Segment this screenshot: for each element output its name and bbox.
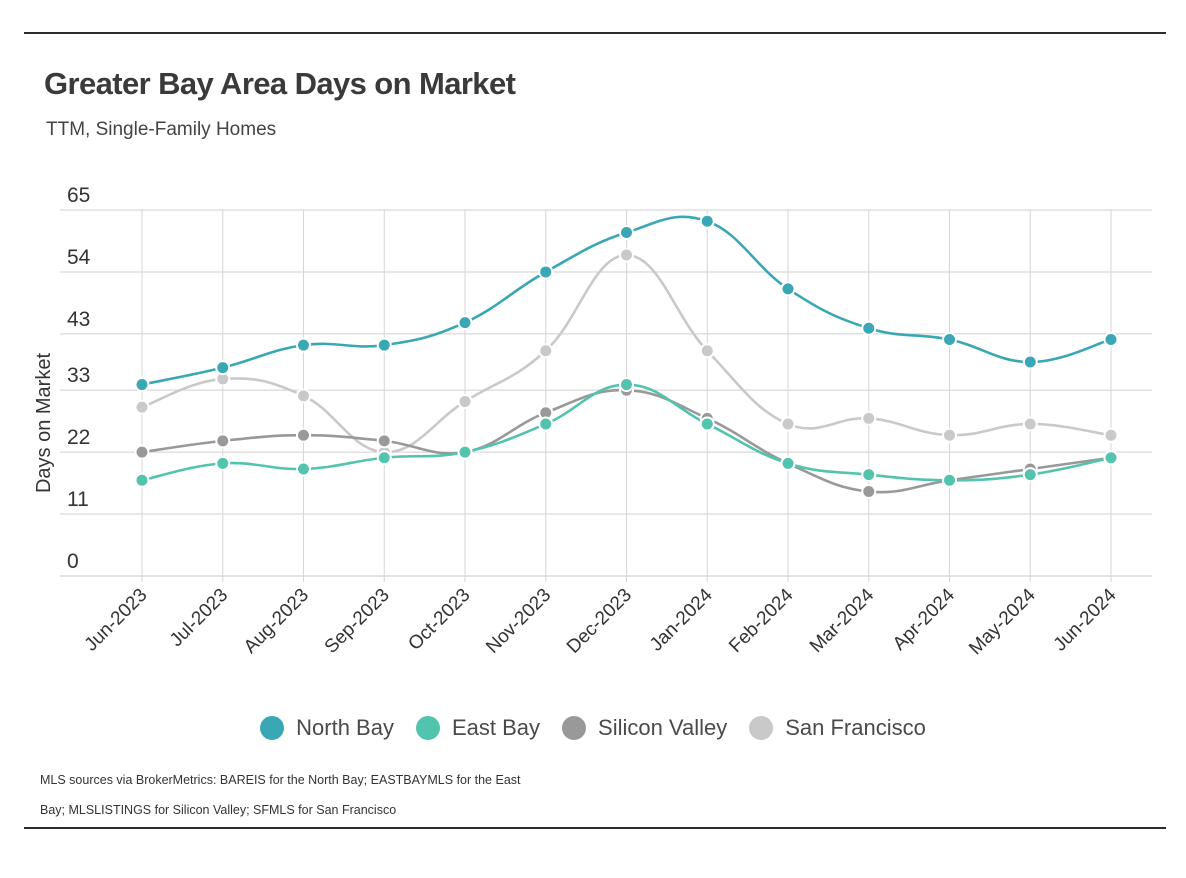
chart-subtitle: TTM, Single-Family Homes	[46, 119, 277, 140]
legend-item-san-francisco: San Francisco	[749, 715, 926, 741]
north-bay-point	[699, 213, 715, 229]
legend-marker	[415, 716, 440, 740]
silicon-valley-point	[215, 433, 231, 449]
san-francisco-point	[134, 399, 150, 415]
east-bay-point	[861, 467, 877, 483]
east-bay-point	[1103, 450, 1119, 466]
east-bay-point	[134, 472, 150, 488]
north-bay-point	[134, 377, 150, 393]
north-bay-point	[457, 315, 473, 331]
y-tick-label: 65	[67, 184, 90, 207]
y-tick-label: 33	[67, 364, 90, 387]
san-francisco-point	[861, 410, 877, 426]
legend-item-east-bay: East Bay	[415, 715, 541, 741]
x-tick-label: Dec-2023	[563, 585, 636, 658]
east-bay-point	[699, 416, 715, 432]
north-bay-point	[780, 281, 796, 297]
x-tick-label: Jun-2024	[1050, 584, 1121, 655]
north-bay-point	[215, 360, 231, 376]
legend-label: North Bay	[296, 715, 394, 740]
y-tick-label: 11	[67, 488, 89, 511]
san-francisco-point	[1022, 416, 1038, 432]
east-bay-point	[619, 377, 634, 393]
legend-item-silicon-valley: Silicon Valley	[562, 715, 727, 741]
east-bay-point	[942, 472, 957, 488]
x-tick-label: Jan-2024	[646, 584, 717, 655]
x-tick-label: Mar-2024	[806, 584, 879, 657]
x-tick-label: Jun-2023	[81, 585, 152, 656]
san-francisco-point	[457, 393, 473, 409]
north-bay-point	[296, 337, 311, 353]
bottom-rule	[24, 827, 1166, 829]
legend-item-north-bay: North Bay	[260, 715, 394, 741]
x-tick-label: Aug-2023	[240, 585, 313, 658]
x-tick-label: Oct-2023	[404, 585, 474, 655]
line-chart: 0 11 22 33 43 54 65 Jun-2023 Jul-2023 Aug-2023 Sep…	[33, 184, 1152, 659]
top-rule	[24, 32, 1166, 34]
chart-legend: North Bay East Bay Silicon Valley San Franc…	[0, 715, 1186, 741]
y-tick-label: 54	[67, 246, 91, 269]
legend-label: San Francisco	[785, 715, 926, 740]
east-bay-point	[376, 450, 392, 466]
x-tick-label: May-2024	[965, 584, 1040, 659]
north-bay-point	[376, 337, 392, 353]
north-bay-point	[1103, 332, 1119, 348]
north-bay-point	[861, 320, 877, 336]
y-tick-label: 0	[67, 550, 79, 573]
east-bay-point	[296, 461, 311, 477]
east-bay-point	[1022, 467, 1038, 483]
legend-marker	[260, 716, 285, 740]
y-tick-label: 43	[67, 308, 90, 331]
san-francisco-point	[942, 427, 957, 443]
san-francisco-point	[619, 247, 634, 263]
east-bay-point	[538, 416, 554, 432]
x-tick-label: Sep-2023	[321, 585, 394, 658]
source-note-line1: MLS sources via BrokerMetrics: BAREIS fo…	[40, 773, 521, 787]
y-tick-label: 22	[67, 426, 90, 449]
silicon-valley-point	[134, 444, 150, 460]
north-bay-point	[619, 225, 634, 241]
san-francisco-point	[780, 416, 796, 432]
east-bay-point	[215, 455, 231, 471]
east-bay-point	[457, 444, 473, 460]
legend-marker	[749, 716, 774, 740]
data-points	[134, 213, 1119, 500]
legend-label: East Bay	[451, 715, 541, 740]
silicon-valley-point	[861, 484, 877, 500]
silicon-valley-point	[376, 433, 392, 449]
silicon-valley-point	[296, 427, 311, 443]
san-francisco-point	[1103, 427, 1119, 443]
north-bay-point	[942, 332, 957, 348]
san-francisco-point	[538, 343, 554, 359]
source-note-line2: Bay; MLSLISTINGS for Silicon Valley; SFM…	[40, 803, 397, 817]
legend-marker	[562, 716, 587, 740]
chart-title: Greater Bay Area Days on Market	[44, 66, 516, 101]
san-francisco-point	[699, 343, 715, 359]
x-tick-label: Apr-2024	[889, 584, 959, 654]
x-tick-label: Jul-2023	[166, 585, 232, 651]
x-tick-label: Nov-2023	[482, 585, 555, 658]
y-axis-title: Days on Market	[33, 353, 55, 493]
north-bay-point	[538, 264, 554, 280]
legend-label: Silicon Valley	[598, 715, 728, 740]
east-bay-point	[780, 455, 796, 471]
san-francisco-point	[296, 388, 311, 404]
x-tick-label: Feb-2024	[725, 584, 798, 657]
north-bay-point	[1022, 354, 1038, 370]
